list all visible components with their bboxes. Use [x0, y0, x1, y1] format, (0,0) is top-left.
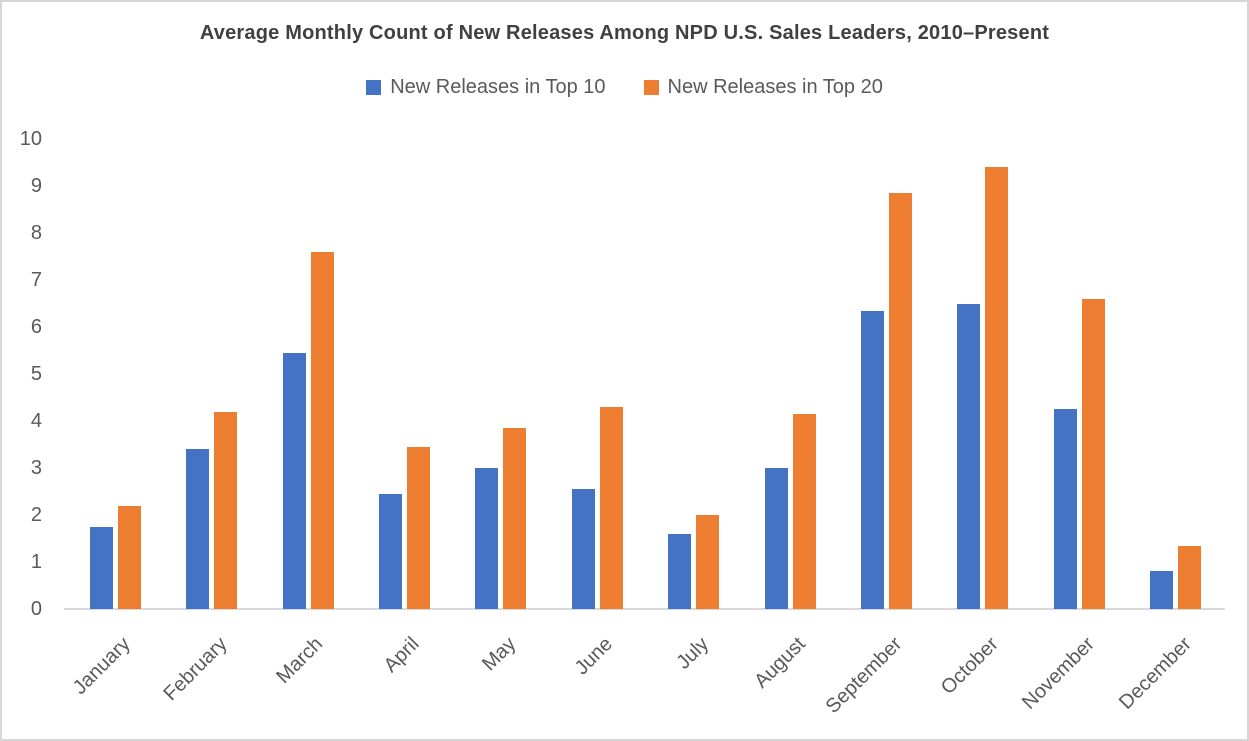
bar-top10-november: [1053, 409, 1077, 609]
x-axis-label-march: March: [272, 633, 328, 688]
bar-top20-october: [985, 167, 1009, 609]
bar-top20-december: [1178, 545, 1202, 609]
bar-top10-december: [1150, 571, 1174, 609]
x-axis-label-may: May: [478, 633, 521, 676]
legend-label-top20: New Releases in Top 20: [667, 76, 883, 98]
x-axis-label-april: April: [380, 633, 425, 677]
bar-top10-february: [186, 449, 210, 609]
legend: New Releases in Top 10 New Releases in T…: [2, 76, 1247, 99]
x-axis-label-november: November: [1018, 633, 1099, 714]
bar-top10-august: [764, 468, 788, 609]
y-axis-tick-label-3: 3: [30, 457, 42, 479]
bar-top10-may: [475, 468, 499, 609]
x-axis-label-october: October: [936, 633, 1003, 699]
bar-top20-february: [214, 411, 238, 609]
bar-top10-october: [957, 303, 981, 609]
x-axis-label-december: December: [1114, 633, 1196, 714]
legend-label-top10: New Releases in Top 10: [390, 76, 606, 98]
y-axis-tick-label-2: 2: [30, 504, 42, 526]
bar-top10-april: [378, 493, 402, 609]
bar-top20-july: [696, 515, 720, 609]
y-axis-tick-label-1: 1: [30, 551, 42, 573]
bar-top20-january: [117, 505, 141, 609]
y-axis-tick-label-0: 0: [30, 598, 42, 620]
legend-swatch-top10-icon: [366, 80, 382, 95]
bar-top10-march: [282, 352, 306, 609]
x-axis-line: [64, 608, 1225, 610]
y-axis-tick-label-9: 9: [30, 175, 42, 197]
y-axis-tick-label-5: 5: [30, 363, 42, 385]
x-axis-label-july: July: [672, 633, 714, 674]
bar-top20-august: [792, 413, 816, 609]
bar-top20-may: [503, 428, 527, 609]
bar-top20-september: [889, 193, 913, 609]
y-axis-tick-label-6: 6: [30, 316, 42, 338]
legend-swatch-top20-icon: [643, 80, 659, 95]
y-axis-tick-label-4: 4: [30, 410, 42, 432]
legend-item-top20: New Releases in Top 20: [643, 76, 883, 99]
bar-top20-november: [1081, 298, 1105, 609]
bar-top20-april: [406, 446, 430, 609]
bar-top10-june: [571, 489, 595, 609]
x-axis-label-september: September: [821, 633, 907, 718]
bar-top10-september: [861, 310, 885, 609]
x-axis-label-june: June: [570, 633, 617, 680]
y-axis-tick-label-8: 8: [30, 222, 42, 244]
x-axis-label-january: January: [68, 633, 135, 699]
bar-top10-july: [668, 533, 692, 609]
y-axis-tick-label-7: 7: [30, 269, 42, 291]
chart-title: Average Monthly Count of New Releases Am…: [199, 22, 1050, 44]
legend-item-top10: New Releases in Top 10: [366, 76, 606, 99]
x-axis-label-august: August: [750, 633, 810, 693]
bar-top20-june: [599, 406, 623, 609]
y-axis-tick-label-10: 10: [19, 128, 42, 150]
bar-top10-january: [89, 526, 113, 609]
x-axis-label-february: February: [159, 633, 232, 706]
bar-top20-march: [310, 251, 334, 609]
